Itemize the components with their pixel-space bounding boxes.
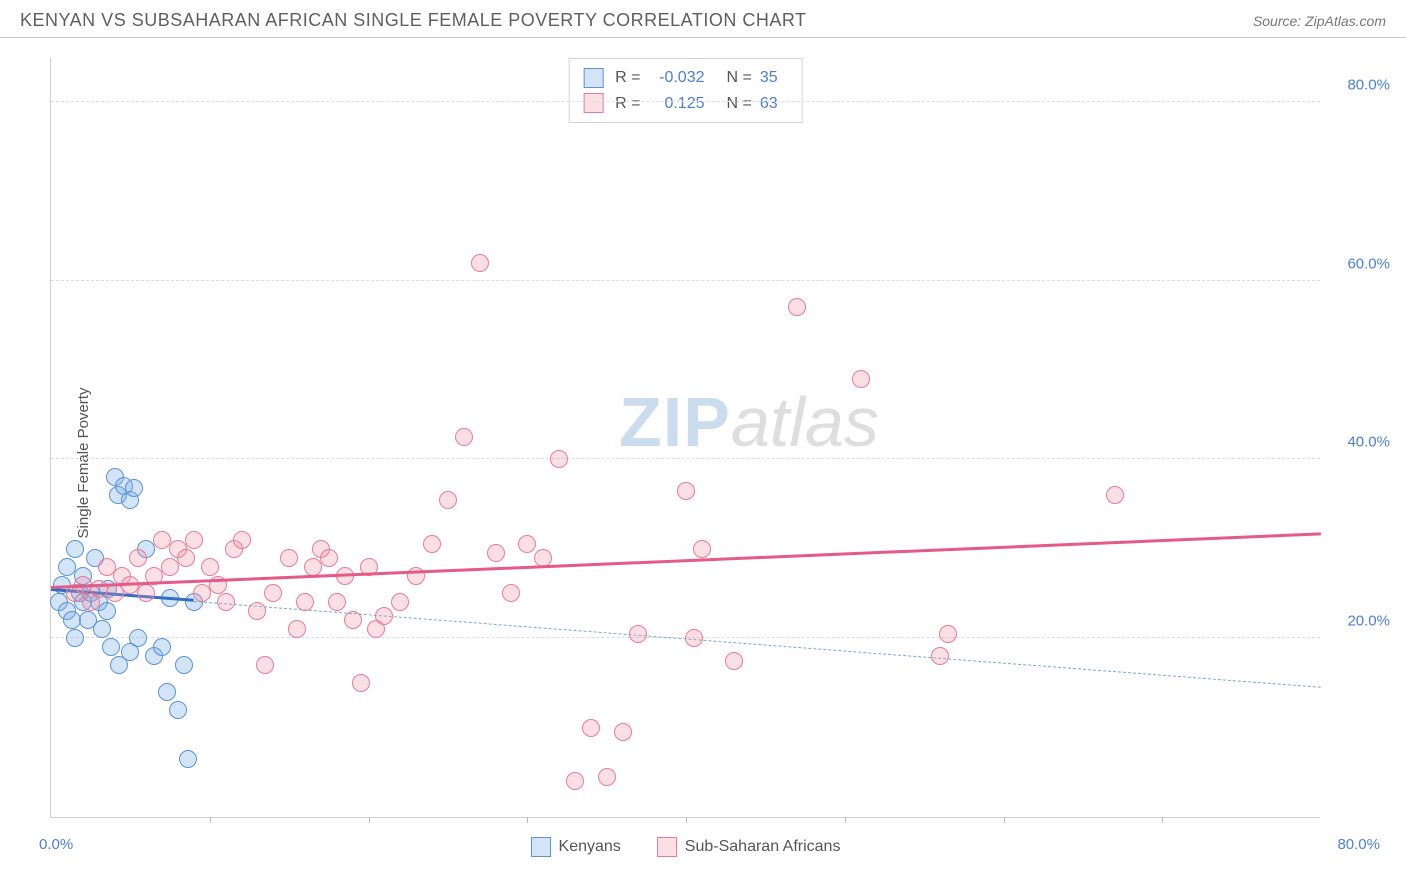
series-legend: Kenyans Sub-Saharan Africans (531, 837, 841, 857)
x-tick-mark (1162, 817, 1163, 823)
x-tick-mark (845, 817, 846, 823)
data-point (677, 482, 695, 500)
data-point (129, 549, 147, 567)
data-point (158, 683, 176, 701)
r-label: R = (615, 65, 640, 91)
data-point (153, 638, 171, 656)
data-point (98, 602, 116, 620)
data-point (598, 768, 616, 786)
data-point (725, 652, 743, 670)
data-point (169, 701, 187, 719)
data-point (201, 558, 219, 576)
data-point (455, 428, 473, 446)
scatter-plot: ZIPatlas R =-0.032N =35R =0.125N =63 Ken… (50, 58, 1320, 818)
data-point (931, 647, 949, 665)
x-tick-label: 0.0% (39, 836, 73, 853)
legend-label: Sub-Saharan Africans (685, 838, 841, 856)
legend-stat-row: R = 0.125 N = 63 (583, 91, 788, 117)
r-label: R = (615, 91, 640, 117)
gridline (51, 458, 1320, 459)
data-point (93, 620, 111, 638)
y-tick-label: 60.0% (1330, 255, 1390, 272)
data-point (129, 629, 147, 647)
n-value: 63 (760, 91, 788, 117)
x-tick-mark (210, 817, 211, 823)
data-point (352, 674, 370, 692)
data-point (375, 607, 393, 625)
data-point (685, 629, 703, 647)
data-point (629, 625, 647, 643)
data-point (391, 593, 409, 611)
legend-swatch (531, 837, 551, 857)
data-point (256, 656, 274, 674)
data-point (614, 723, 632, 741)
data-point (102, 638, 120, 656)
data-point (320, 549, 338, 567)
chart-area: Single Female Poverty ZIPatlas R =-0.032… (0, 38, 1406, 888)
data-point (566, 772, 584, 790)
data-point (344, 611, 362, 629)
legend-item: Sub-Saharan Africans (657, 837, 841, 857)
legend-label: Kenyans (559, 838, 621, 856)
x-tick-mark (686, 817, 687, 823)
r-value: 0.125 (649, 91, 705, 117)
chart-title: KENYAN VS SUBSAHARAN AFRICAN SINGLE FEMA… (20, 10, 807, 31)
data-point (66, 629, 84, 647)
legend-swatch (583, 93, 603, 113)
data-point (328, 593, 346, 611)
data-point (852, 370, 870, 388)
data-point (471, 254, 489, 272)
data-point (137, 584, 155, 602)
data-point (423, 535, 441, 553)
watermark-atlas: atlas (731, 383, 879, 461)
legend-item: Kenyans (531, 837, 621, 857)
data-point (788, 298, 806, 316)
data-point (66, 540, 84, 558)
n-value: 35 (760, 65, 788, 91)
x-tick-mark (369, 817, 370, 823)
gridline (51, 280, 1320, 281)
data-point (217, 593, 235, 611)
data-point (185, 531, 203, 549)
y-tick-label: 80.0% (1330, 76, 1390, 93)
n-label: N = (727, 65, 752, 91)
data-point (439, 491, 457, 509)
data-point (233, 531, 251, 549)
data-point (175, 656, 193, 674)
correlation-legend: R = -0.032 N = 35 R = 0.125 N = 63 (568, 58, 803, 123)
y-tick-label: 40.0% (1330, 434, 1390, 451)
data-point (693, 540, 711, 558)
x-tick-label: 80.0% (1337, 836, 1380, 853)
data-point (502, 584, 520, 602)
data-point (177, 549, 195, 567)
data-point (179, 750, 197, 768)
gridline (51, 101, 1320, 102)
n-label: N = (727, 91, 752, 117)
data-point (280, 549, 298, 567)
data-point (248, 602, 266, 620)
watermark: ZIPatlas (619, 382, 879, 462)
legend-stat-row: R = -0.032 N = 35 (583, 65, 788, 91)
x-tick-mark (1004, 817, 1005, 823)
data-point (518, 535, 536, 553)
watermark-zip: ZIP (619, 383, 731, 461)
legend-swatch (657, 837, 677, 857)
data-point (487, 544, 505, 562)
data-point (264, 584, 282, 602)
data-point (288, 620, 306, 638)
data-point (1106, 486, 1124, 504)
source-credit: Source: ZipAtlas.com (1253, 13, 1386, 29)
y-tick-label: 20.0% (1330, 613, 1390, 630)
data-point (939, 625, 957, 643)
data-point (550, 450, 568, 468)
data-point (125, 479, 143, 497)
legend-swatch (583, 68, 603, 88)
r-value: -0.032 (649, 65, 705, 91)
x-tick-mark (527, 817, 528, 823)
data-point (296, 593, 314, 611)
chart-header: KENYAN VS SUBSAHARAN AFRICAN SINGLE FEMA… (0, 0, 1406, 38)
data-point (582, 719, 600, 737)
